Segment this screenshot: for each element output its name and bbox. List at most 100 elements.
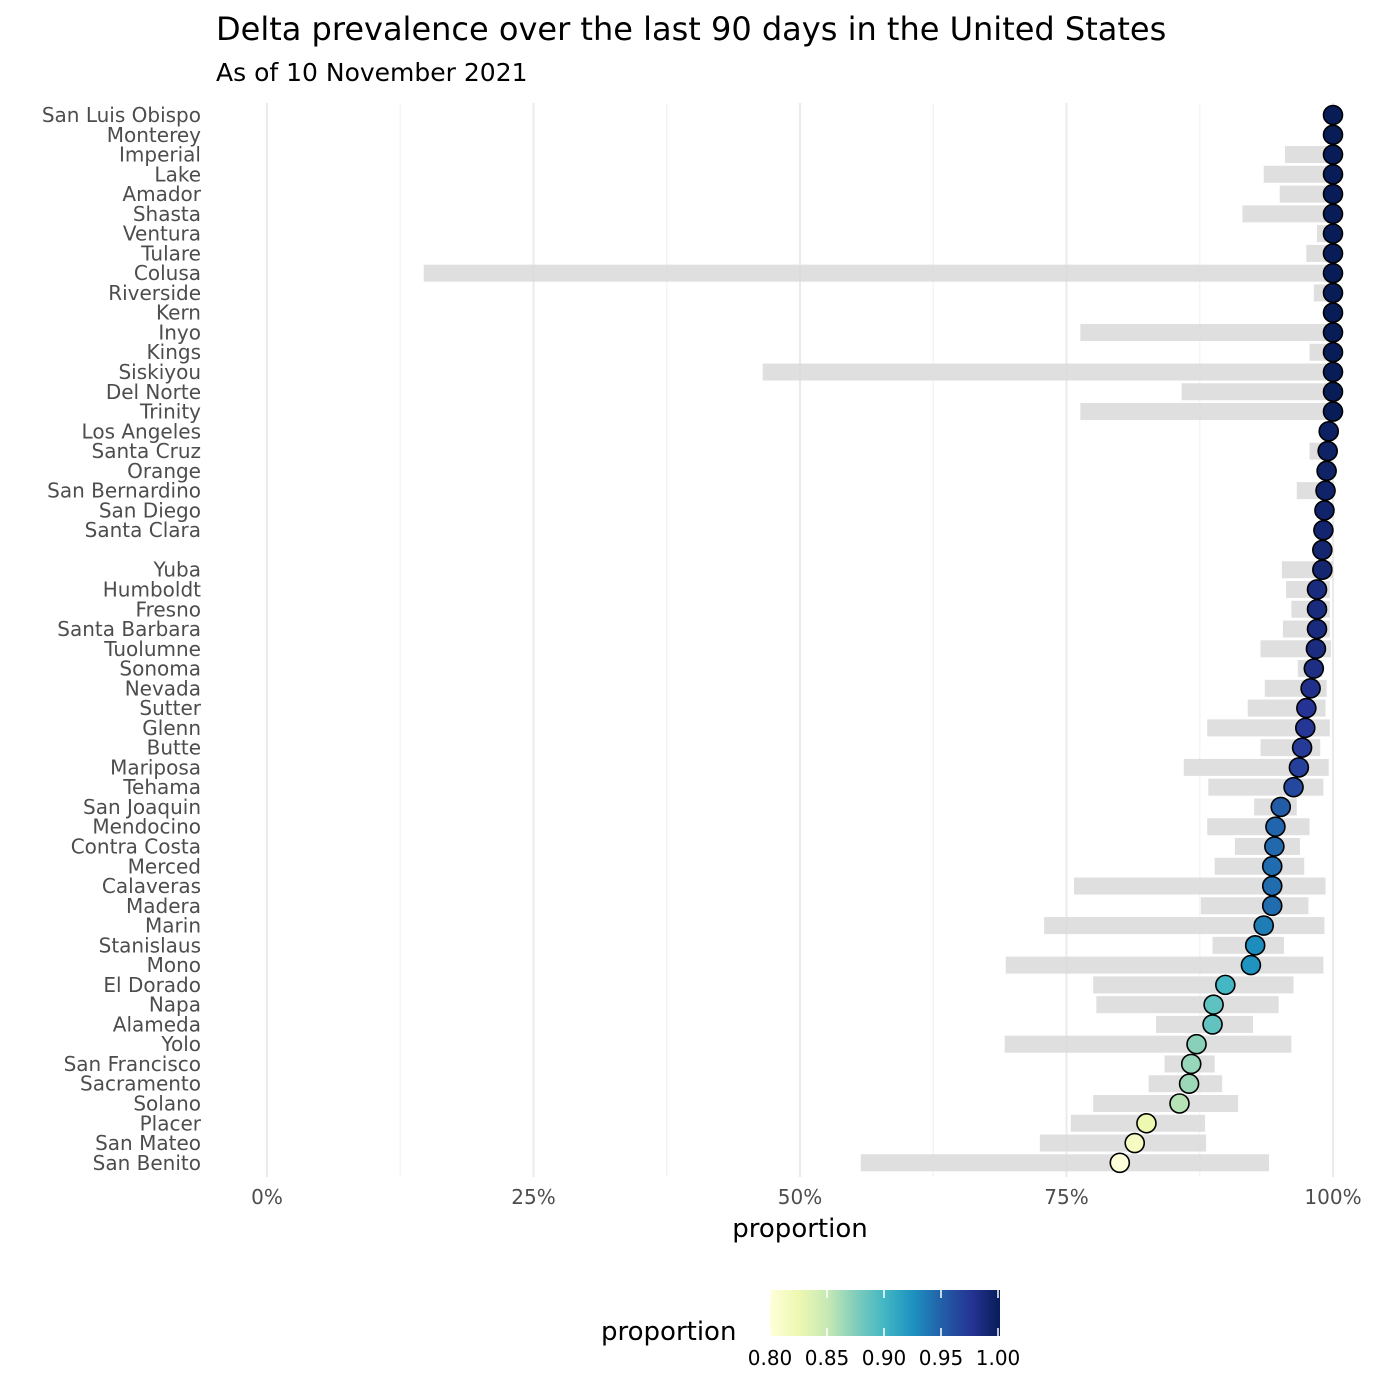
data-point [1318,421,1340,442]
ci-bar [1004,1035,1292,1053]
ci-bar [1207,818,1310,836]
data-point [1322,262,1344,284]
y-axis-label: Santa Barbara [57,617,201,641]
y-axis-label: Trinity [139,400,201,424]
y-axis-label: Mono [147,953,201,977]
ci-bar [1093,1095,1239,1112]
y-axis-label: San Francisco [64,1052,201,1076]
y-axis-label: Marin [145,914,201,938]
y-axis-label: Contra Costa [71,834,201,858]
y-axis-label: Imperial [119,143,201,167]
y-axis-label: Butte [147,736,201,760]
data-point [1265,816,1286,838]
y-axis-label: Kings [147,340,201,364]
y-axis-label: Stanislaus [99,933,201,957]
data-point [1253,915,1275,936]
data-point [1300,678,1321,699]
y-axis-label: Napa [149,993,201,1017]
data-point [1305,638,1327,660]
data-point [1202,1014,1223,1035]
ci-bar [1080,403,1333,421]
data-point [1322,203,1344,225]
data-point [1291,737,1313,758]
y-axis-label: San Mateo [95,1131,201,1155]
data-point [1322,144,1344,165]
data-point [1306,598,1328,620]
gridlines [266,103,1334,1177]
y-axis-label: Mendocino [92,815,201,839]
data-point [1264,836,1285,857]
y-axis-label: Amador [122,182,201,206]
data-point [1294,717,1316,739]
data-point [1322,361,1344,383]
data-point [1322,302,1344,324]
y-axis-label: Monterey [107,123,201,147]
y-axis-label: Sonoma [119,657,201,681]
y-axis-label: Calaveras [102,874,201,898]
ci-bar [860,1154,1270,1172]
confidence-intervals [423,146,1333,1172]
data-point [1322,164,1344,185]
y-axis-label: Kern [156,301,201,325]
y-axis-label: Humboldt [103,577,201,601]
y-axis-label: Tuolumne [103,637,201,661]
y-axis-label: Placer [140,1111,202,1135]
ci-bar [1208,778,1324,796]
y-axis-label: Riverside [108,281,201,305]
data-point [1312,559,1333,581]
data-point [1322,322,1344,343]
data-point [1322,401,1344,422]
data-point [1124,1132,1146,1154]
data-point [1261,875,1283,897]
ci-bar [1005,956,1324,974]
y-axis-label: Santa Cruz [92,439,201,463]
data-point [1240,954,1262,976]
ci-bar [1200,897,1309,915]
data-point [1315,480,1336,501]
data-point [1270,796,1292,818]
y-axis-label: Santa Clara [85,518,201,542]
x-axis-tick-labels: 0% 25% 50% 75% 100% [251,1185,1361,1209]
y-axis-label: San Bernardino [47,479,201,503]
data-point [1283,776,1304,798]
data-point [1261,855,1283,877]
data-point [1186,1033,1207,1055]
data-point [1322,282,1344,304]
ci-bar [1285,146,1333,164]
data-point [1322,341,1344,363]
y-axis-label: Los Angeles [82,419,201,443]
ci-bar [1073,877,1326,895]
data-point [1261,895,1283,917]
legend-colorbar [770,1290,1000,1336]
legend-tick-label: 0.95 [919,1346,964,1370]
y-axis-label: San Diego [99,498,201,522]
data-point [1312,539,1333,561]
data-point [1296,697,1317,719]
y-axis-label: Nevada [125,676,201,700]
y-axis-label: Siskiyou [118,360,201,384]
y-axis-label: Sacramento [80,1072,201,1096]
y-axis-label: Inyo [158,320,201,344]
y-axis-label: Yolo [160,1032,201,1056]
y-axis-label: Orange [127,459,201,483]
y-axis-labels: San Luis ObispoMontereyImperialLakeAmado… [42,103,202,1175]
ci-bar [1093,976,1294,994]
x-tick-label: 0% [251,1185,283,1209]
legend-tick-label: 1.00 [976,1346,1021,1370]
ci-bar [423,264,1333,282]
y-axis-label: Shasta [133,202,201,226]
ci-bar [1214,857,1305,875]
y-axis-label: Colusa [134,261,201,285]
legend-tick-label: 0.85 [805,1346,850,1370]
ci-bar [1263,165,1333,183]
y-axis-label: Ventura [123,222,201,246]
legend-ticks: 0.80 0.85 0.90 0.95 1.00 [748,1290,1021,1370]
data-point [1313,519,1334,541]
ci-bar [1181,383,1333,401]
y-axis-label: Lake [154,162,201,186]
y-axis-label: Merced [128,854,201,878]
legend-tick-label: 0.90 [862,1346,907,1370]
data-point [1169,1093,1190,1114]
y-axis-label: Alameda [113,1012,201,1036]
